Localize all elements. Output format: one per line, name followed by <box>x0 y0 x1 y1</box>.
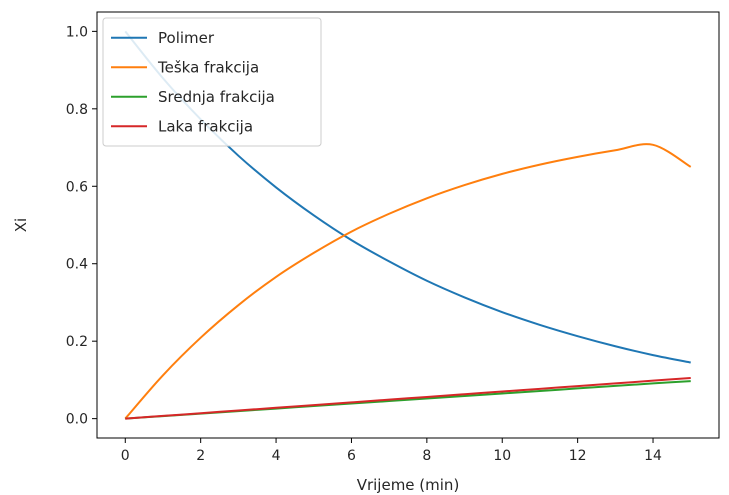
y-tick-label: 0.8 <box>66 102 88 118</box>
legend-label-0: Polimer <box>158 29 215 47</box>
legend-label-1: Teška frakcija <box>157 58 259 76</box>
x-tick-label: 14 <box>644 448 662 464</box>
x-axis-label: Vrijeme (min) <box>357 476 460 494</box>
plot-frame <box>96 11 720 439</box>
legend-label-3: Laka frakcija <box>158 117 253 135</box>
x-axis-ticks: 0 2 4 6 8 10 12 14 <box>121 438 662 464</box>
series-line-3 <box>125 376 691 420</box>
x-tick-label: 10 <box>493 448 511 464</box>
y-tick-label: 0.2 <box>66 334 88 350</box>
x-tick-label: 12 <box>569 448 587 464</box>
x-tick-label: 0 <box>121 448 130 464</box>
y-tick-label: 0.0 <box>66 412 88 428</box>
legend-box <box>102 17 322 147</box>
legend-label-2: Srednja frakcija <box>158 88 275 106</box>
y-tick-label: 1.0 <box>66 24 88 40</box>
y-tick-label: 0.6 <box>66 179 88 195</box>
y-tick-label: 0.4 <box>66 257 88 273</box>
x-tick-label: 2 <box>196 448 205 464</box>
x-tick-label: 6 <box>347 448 356 464</box>
series-line-1 <box>124 143 692 420</box>
x-tick-label: 4 <box>272 448 281 464</box>
x-tick-label: 8 <box>422 448 431 464</box>
y-axis-label: Xi <box>12 218 30 232</box>
legend: Polimer Teška frakcija Srednja frakcija Lak… <box>102 17 322 147</box>
y-axis-ticks: 0.0 0.2 0.4 0.6 0.8 1.0 <box>66 24 97 428</box>
